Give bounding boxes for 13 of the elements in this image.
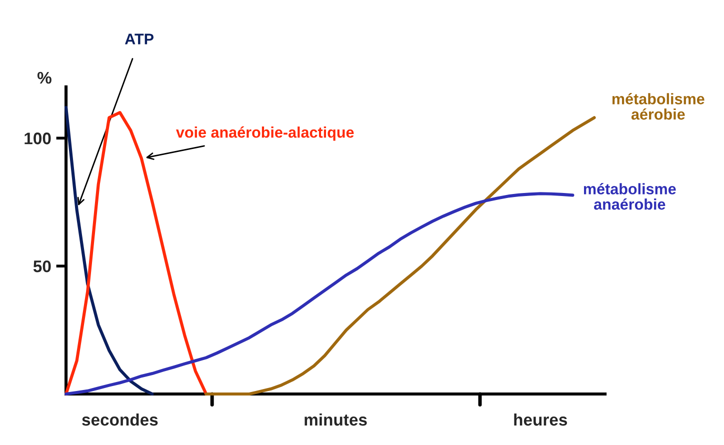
text: voie anaérobie-alactique [176,126,354,141]
text: ATP [124,34,154,44]
series-label: métabolisme anaérobie [584,183,676,210]
x-tick-label: secondes [82,413,158,426]
series-label: métabolisme aérobie [612,93,704,120]
line-series [64,111,208,396]
y-axis-title: % [37,72,52,84]
x-tick-label: minutes [304,413,367,426]
y-tick-label: 50 [33,260,51,272]
y-tick-label: 100 [24,132,51,144]
line-series [64,106,154,396]
line-series [64,192,574,396]
x-tick-label: heures [514,413,568,426]
